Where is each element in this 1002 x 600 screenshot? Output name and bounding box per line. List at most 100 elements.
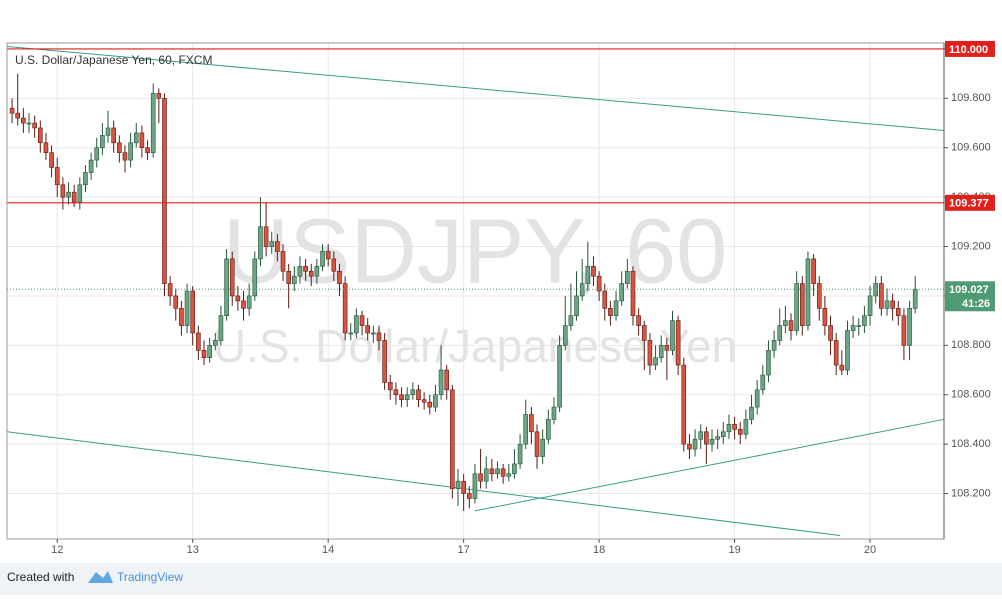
candle-body <box>822 307 828 326</box>
axes: 108.200108.400108.600108.800109.000109.2… <box>51 40 995 556</box>
candle-body <box>342 283 348 334</box>
candle-body <box>613 300 619 317</box>
candle-body <box>489 468 495 475</box>
candle-body <box>218 315 224 341</box>
y-tick-label: 108.400 <box>951 438 991 450</box>
candle-body <box>760 374 766 391</box>
candle-body <box>895 307 901 317</box>
candle-body <box>726 424 732 433</box>
candle-body <box>77 184 83 203</box>
candle-body <box>201 349 207 358</box>
candle-body <box>692 438 698 450</box>
candle-body <box>43 142 49 153</box>
candle-body <box>393 389 399 396</box>
candle-body <box>117 142 122 153</box>
candle-body <box>427 401 433 408</box>
candle-body <box>71 191 77 203</box>
candle-body <box>461 480 466 494</box>
candle-body <box>286 270 291 284</box>
candle-body <box>207 345 212 358</box>
candle-body <box>54 167 60 186</box>
candle-body <box>9 107 15 114</box>
candle-body <box>100 135 105 149</box>
candle-body <box>60 184 66 198</box>
y-tick-label: 109.200 <box>951 240 991 252</box>
candle-body <box>167 283 173 297</box>
y-tick-label: 109.800 <box>951 92 991 104</box>
candle-body <box>845 330 850 371</box>
candle-body <box>506 473 512 477</box>
chart-title: U.S. Dollar/Japanese Yen, 60, FXCM <box>15 53 212 67</box>
candle-body <box>647 340 653 366</box>
candle-body <box>190 290 196 334</box>
watermark-name: U.S. Dollar/Japanese Yen <box>213 320 737 372</box>
last-price-label: 109.027 <box>949 284 989 296</box>
level-tag-label: 110.000 <box>949 44 988 56</box>
candle-body <box>455 480 461 489</box>
candle-body <box>38 127 43 144</box>
candle-body <box>862 315 867 326</box>
candle-body <box>49 152 54 168</box>
candle-body <box>88 159 94 173</box>
candle-body <box>404 394 410 400</box>
candle-body <box>512 463 517 475</box>
candle-body <box>162 98 167 284</box>
candle-body <box>416 389 421 400</box>
candle-body <box>828 325 833 341</box>
trend-line <box>6 431 841 537</box>
candle-body <box>433 394 438 408</box>
candle-body <box>303 265 308 272</box>
candle-body <box>139 132 145 149</box>
candle-body <box>749 406 754 420</box>
candle-body <box>156 93 162 99</box>
trend-line <box>6 45 945 131</box>
candle-body <box>105 127 111 136</box>
candle-body <box>466 493 472 499</box>
candle-body <box>252 258 258 297</box>
candle-body <box>365 325 370 334</box>
candle-body <box>325 251 331 260</box>
candle-body <box>912 288 918 309</box>
candle-body <box>664 345 670 351</box>
candle-body <box>681 364 687 445</box>
x-tick-label: 19 <box>728 544 740 556</box>
candle-body <box>387 382 393 391</box>
countdown: 41:26 <box>962 298 990 310</box>
candle-body <box>884 300 890 309</box>
candle-body <box>585 265 591 284</box>
candle-body <box>83 172 88 186</box>
candle-body <box>359 315 365 326</box>
candle-body <box>32 122 37 129</box>
candle-body <box>574 295 579 317</box>
candle-body <box>133 132 139 144</box>
candle-body <box>625 270 630 284</box>
candle-body <box>653 357 658 366</box>
candle-body <box>737 429 743 435</box>
candle-body <box>128 142 133 161</box>
candle-body <box>771 340 777 351</box>
candle-body <box>472 473 478 499</box>
footer-brand[interactable]: TradingView <box>117 570 183 584</box>
x-tick-label: 18 <box>593 544 605 556</box>
candle-body <box>292 275 297 284</box>
y-tick-label: 108.800 <box>951 339 991 351</box>
candle-body <box>591 265 596 277</box>
x-tick-label: 13 <box>187 544 199 556</box>
watermark: USDJPY, 60 U.S. Dollar/Japanese Yen <box>213 200 737 372</box>
watermark-symbol: USDJPY, 60 <box>223 200 728 302</box>
candle-body <box>314 265 320 277</box>
candle-body <box>839 364 845 371</box>
candle-body <box>800 283 805 326</box>
candle-body <box>94 147 100 161</box>
candle-body <box>630 270 636 317</box>
candle-body <box>658 345 664 358</box>
candle-body <box>224 258 229 317</box>
candle-body <box>263 226 269 247</box>
candle-body <box>495 468 500 475</box>
candle-body <box>15 112 21 119</box>
candle-body <box>500 468 506 477</box>
candle-body <box>687 443 692 450</box>
x-tick-label: 20 <box>864 544 876 556</box>
candle-body <box>551 406 557 420</box>
